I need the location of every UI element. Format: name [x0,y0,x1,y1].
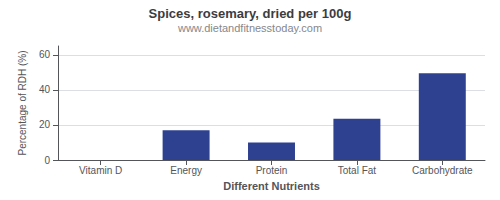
svg-text:Spices, rosemary, dried per 10: Spices, rosemary, dried per 100g [149,6,352,21]
svg-text:Energy: Energy [170,165,202,176]
svg-text:40: 40 [39,84,51,95]
svg-text:0: 0 [44,155,50,166]
svg-text:Carbohydrate: Carbohydrate [412,165,473,176]
svg-text:Percentage of RDH (%): Percentage of RDH (%) [17,50,28,155]
svg-text:60: 60 [39,49,51,60]
svg-text:Total Fat: Total Fat [338,165,377,176]
svg-text:Protein: Protein [256,165,288,176]
svg-text:Vitamin D: Vitamin D [79,165,122,176]
svg-text:www.dietandfitnesstoday.com: www.dietandfitnesstoday.com [177,22,322,34]
svg-text:Different Nutrients: Different Nutrients [223,180,320,192]
svg-text:20: 20 [39,119,51,130]
